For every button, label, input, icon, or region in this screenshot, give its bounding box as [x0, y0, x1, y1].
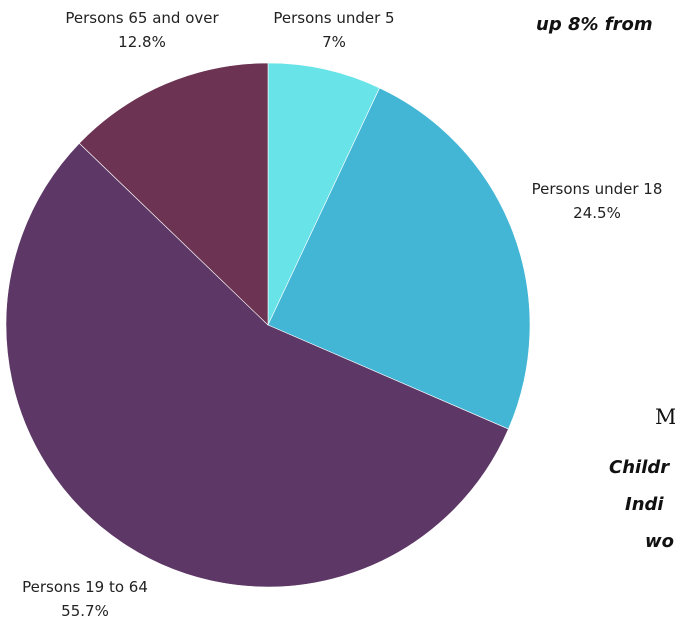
slice-value-label: 12.8% [118, 33, 166, 51]
text-fragment-childr: Childr [609, 457, 670, 478]
headline-fragment: up 8% from [536, 14, 653, 35]
slice-value-label: 7% [322, 33, 346, 51]
pie-slice-persons-under-18 [267, 87, 531, 430]
pie-slices [5, 62, 531, 588]
slice-label: Persons under 18 [532, 180, 663, 198]
text-fragment-indi: Indi [625, 494, 664, 515]
pie-labels: Persons under 5 7% Persons under 18 24.5% Pe… [22, 9, 662, 620]
serif-letter-fragment: M [655, 405, 675, 429]
pie-slice-persons-65-and-over [78, 62, 269, 326]
slice-label: Persons under 5 [273, 9, 394, 27]
slice-value-label: 55.7% [61, 602, 109, 620]
slice-value-label: 24.5% [573, 204, 621, 222]
pie-slice-persons-19-to-64 [5, 142, 509, 588]
slice-label: Persons 19 to 64 [22, 578, 148, 596]
text-fragment-wo: wo [645, 531, 674, 552]
pie-slice-persons-under-5 [267, 62, 380, 326]
slice-label: Persons 65 and over [65, 9, 219, 27]
